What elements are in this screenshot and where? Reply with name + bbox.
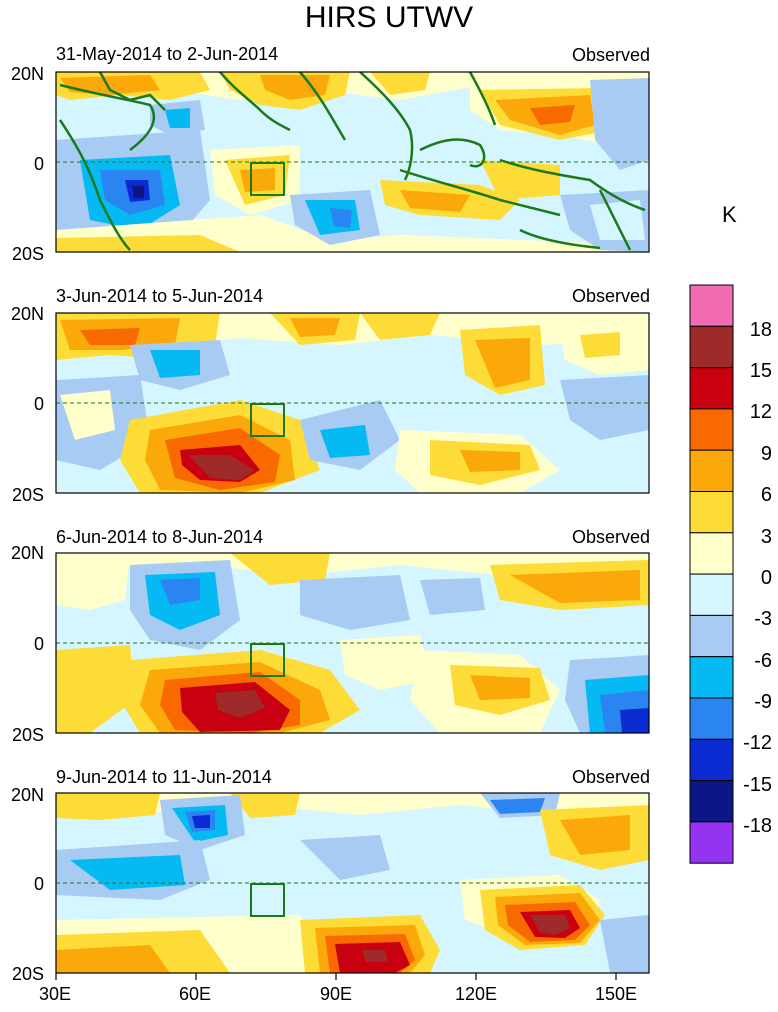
colorbar-swatch (689, 532, 734, 575)
panel-2-target-box (250, 403, 285, 437)
colorbar-label-15: 15 (749, 360, 772, 382)
p4-lat-20n: 20N (10, 785, 44, 805)
p3-lat-20n: 20N (10, 543, 44, 563)
p2-lat-20n: 20N (10, 304, 44, 324)
figure-title: HIRS UTWV (304, 1, 474, 34)
panel-4-target-box (250, 883, 285, 917)
lon-150e: 150E (594, 984, 638, 1004)
colorbar-swatch (689, 780, 734, 823)
p3-lat-20s: 20S (11, 725, 44, 745)
colorbar-label-neg3: -3 (754, 608, 772, 630)
colorbar-swatch (689, 738, 734, 782)
colorbar-swatch (689, 408, 734, 451)
colorbar-unit: K (722, 202, 737, 227)
colorbar-label-0: 0 (760, 567, 772, 589)
colorbar-swatch (689, 449, 734, 493)
panel-4-date: 9-Jun-2014 to 11-Jun-2014 (56, 767, 272, 787)
panel-1-target-box (250, 162, 285, 196)
p1-lat-20n: 20N (10, 64, 44, 84)
colorbar-swatch (689, 284, 734, 327)
p3-lat-0: 0 (33, 634, 44, 654)
colorbar-label-18: 18 (749, 319, 772, 341)
colorbar-label-neg15: -15 (743, 774, 772, 796)
colorbar-label-6: 6 (760, 484, 772, 506)
lon-ticks (55, 973, 617, 980)
colorbar-swatch (689, 491, 734, 534)
colorbar-swatch (689, 656, 734, 699)
panel-1-date: 31-May-2014 to 2-Jun-2014 (56, 44, 279, 64)
p4-lat-0: 0 (33, 874, 44, 894)
p1-lat-0: 0 (33, 154, 44, 174)
p1-lat-20s: 20S (11, 244, 44, 264)
lon-90e: 90E (319, 984, 353, 1004)
colorbar-label-neg6: -6 (754, 650, 772, 672)
lon-60e: 60E (178, 984, 212, 1004)
panel-4-label: Observed (571, 767, 650, 787)
panel-1-label: Observed (571, 45, 650, 65)
p2-lat-20s: 20S (11, 485, 44, 505)
colorbar-label-3: 3 (760, 526, 772, 548)
panel-1-map (55, 71, 650, 253)
panel-4-map (55, 792, 650, 974)
colorbar-label-neg18: -18 (743, 815, 772, 837)
panel-3-label: Observed (571, 527, 650, 547)
panel-2-label: Observed (571, 286, 650, 306)
colorbar-swatch (689, 614, 734, 658)
p4-lat-20s: 20S (11, 964, 44, 984)
colorbar-label-neg12: -12 (743, 732, 772, 754)
p2-lat-0: 0 (33, 394, 44, 414)
colorbar-label-12: 12 (749, 401, 772, 423)
lon-30e: 30E (38, 984, 72, 1004)
lon-120e: 120E (454, 984, 498, 1004)
colorbar-label-9: 9 (760, 443, 772, 465)
colorbar-swatch (689, 821, 734, 864)
panel-2-map (55, 312, 650, 494)
panel-3-map (55, 552, 650, 734)
colorbar-swatch (689, 573, 734, 616)
colorbar-swatch (689, 367, 734, 410)
colorbar-swatch (689, 325, 734, 369)
colorbar-label-neg9: -9 (754, 691, 772, 713)
colorbar (689, 284, 734, 864)
panel-3-date: 6-Jun-2014 to 8-Jun-2014 (56, 527, 264, 547)
colorbar-swatch (689, 697, 734, 740)
panel-3-target-box (250, 643, 285, 677)
panel-2-date: 3-Jun-2014 to 5-Jun-2014 (56, 286, 264, 306)
